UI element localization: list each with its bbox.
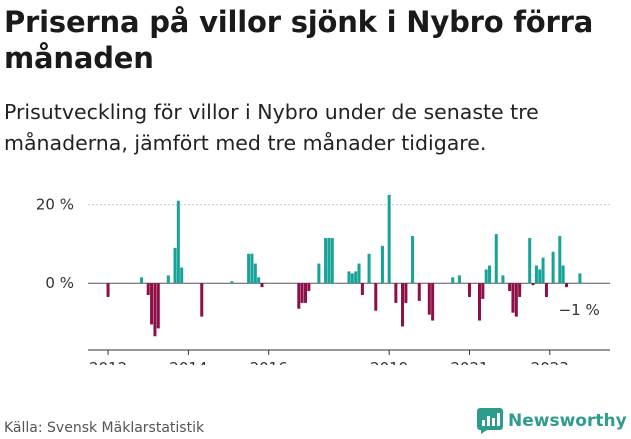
bar (394, 283, 398, 303)
bar (534, 265, 538, 284)
bar (484, 269, 488, 284)
chart-subtitle: Prisutveckling för villor i Nybro under … (4, 100, 539, 155)
bar (350, 273, 354, 284)
bar (544, 283, 548, 297)
bar (146, 283, 150, 295)
x-tick-label: 2023 (531, 359, 569, 365)
bar (561, 265, 565, 284)
bar (508, 283, 512, 292)
bar (257, 277, 261, 284)
bar (166, 275, 170, 284)
bar (467, 283, 471, 297)
bar (153, 283, 157, 337)
y-tick-label: 0 % (45, 274, 74, 292)
bar (180, 267, 184, 284)
bar (140, 277, 144, 284)
chart-title: Priserna på villor sjönk i Nybro förra m… (4, 5, 594, 75)
bar (488, 265, 492, 284)
bar (565, 283, 569, 288)
bar (578, 273, 582, 284)
bar (156, 283, 160, 329)
x-tick-label: 2019 (370, 359, 408, 365)
bar (367, 253, 371, 284)
bar (514, 283, 518, 317)
bar (150, 283, 154, 325)
bar (457, 275, 461, 284)
bar (357, 263, 361, 284)
last-value-annotation: −1 % (559, 301, 600, 319)
bar (538, 269, 542, 284)
x-tick-label: 2021 (450, 359, 488, 365)
x-tick-label: 2016 (250, 359, 288, 365)
bar (528, 238, 532, 284)
bar (297, 283, 301, 309)
bar (477, 283, 482, 321)
bar (374, 283, 378, 311)
bar (417, 283, 421, 301)
bar (511, 283, 515, 313)
bar (387, 194, 391, 284)
bar (304, 283, 308, 303)
bar (541, 257, 545, 284)
bar (347, 271, 351, 284)
bar (173, 247, 177, 284)
bar (307, 283, 311, 292)
source-note: Källa: Svensk Mäklarstatistik (4, 420, 205, 436)
bar (247, 253, 251, 284)
newsworthy-logo-text: Newsworthy (508, 411, 627, 431)
y-tick-label: 20 % (36, 196, 74, 214)
bar (481, 283, 485, 299)
bar (106, 283, 110, 297)
bar (330, 238, 334, 284)
bar (253, 263, 257, 284)
bar (176, 200, 180, 284)
bar (200, 283, 204, 317)
bar (300, 283, 304, 303)
bar (230, 281, 234, 284)
x-tick-label: 2014 (169, 359, 207, 365)
bar (501, 275, 505, 284)
bar (558, 236, 562, 284)
bar (427, 283, 431, 315)
bar (360, 283, 364, 295)
bar (411, 236, 415, 284)
bar (494, 234, 498, 284)
bar (401, 283, 405, 327)
newsworthy-logo-icon (477, 408, 503, 434)
bar (327, 238, 331, 284)
bar-chart: 0 % 20 % 2012 2014 2016 2019 2021 2023 −1 % (36, 194, 610, 365)
bar (380, 245, 384, 284)
newsworthy-logo: Newsworthy (477, 408, 627, 434)
bar (551, 251, 555, 284)
bar (431, 283, 435, 321)
bar (260, 283, 264, 288)
bar (317, 263, 321, 284)
bar (531, 283, 535, 286)
bar (451, 277, 455, 284)
x-tick-label: 2012 (89, 359, 127, 365)
bar (354, 271, 358, 284)
bar (518, 283, 522, 297)
bar (324, 238, 328, 284)
bar (404, 283, 408, 303)
bar (250, 253, 254, 284)
